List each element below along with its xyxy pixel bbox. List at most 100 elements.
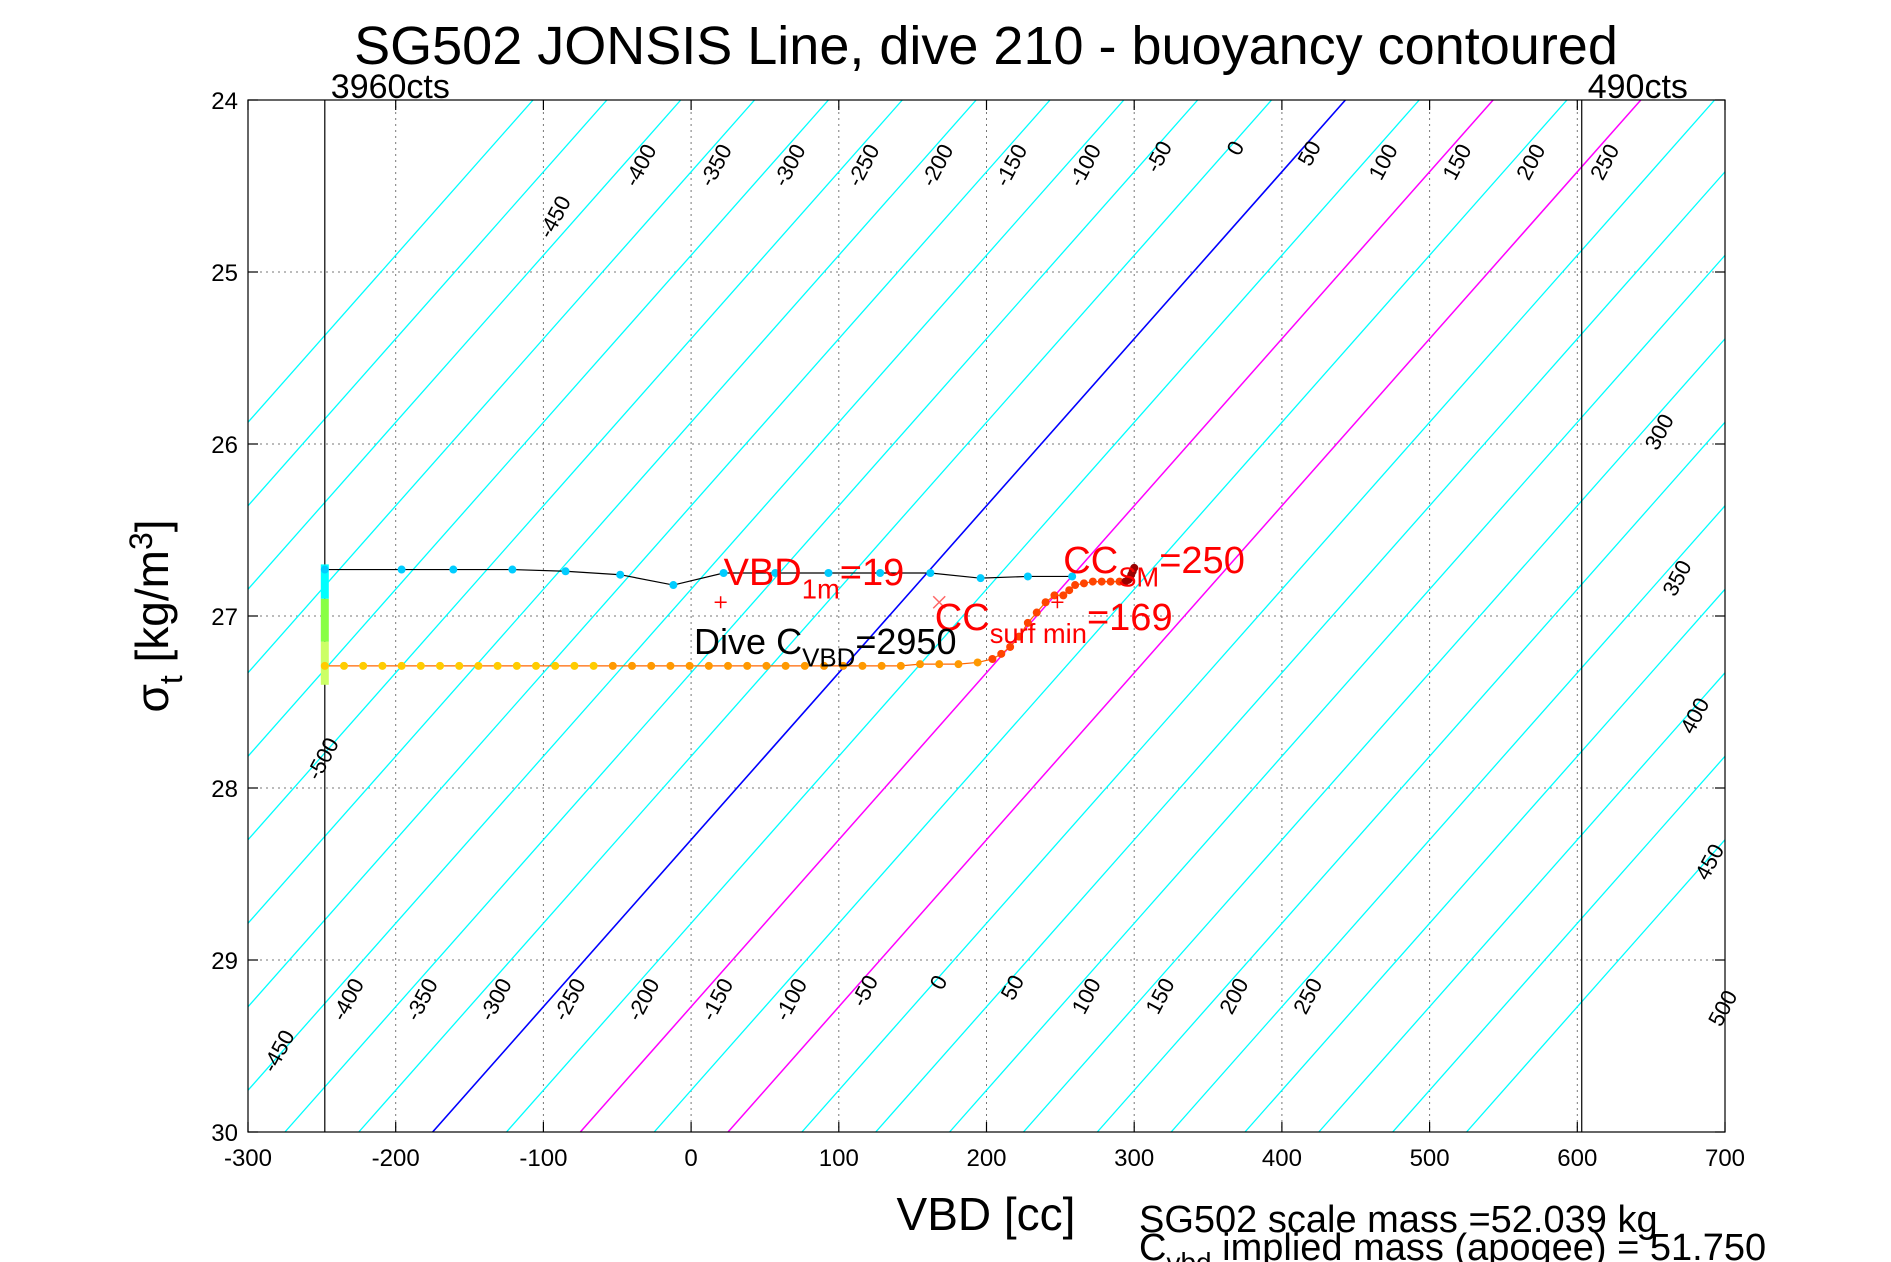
data-point [647,661,656,670]
buoyancy-contour [432,100,1347,1132]
data-point [1115,577,1124,586]
data-point [988,655,997,663]
data-point [1041,598,1050,607]
buoyancy-contour [248,100,977,925]
y-axis-label: σt [kg/m3] [123,519,189,712]
plus-marker [714,596,727,609]
y-tick-label: 28 [211,776,238,803]
data-point [1059,591,1068,600]
implied-mass-note: Cvbd implied mass (apogee) = 51.750 [1139,1227,1766,1262]
chart-title: SG502 JONSIS Line, dive 210 - buoyancy c… [354,16,1618,76]
data-point [976,574,985,583]
y-tick-label: 25 [211,260,238,287]
buoyancy-contour [1392,755,1725,1132]
buoyancy-contour [248,100,1051,1008]
data-point [724,661,733,670]
x-tick-label: 200 [966,1145,1006,1172]
buoyancy-contour [1318,671,1725,1132]
buoyancy-contour [358,100,1273,1132]
data-point [935,660,944,669]
data-point [570,661,579,670]
vbd-1m-annotation: VBD1m=19 [724,552,905,604]
data-series [320,563,1139,685]
x-tick-label: -200 [372,1145,420,1172]
buoyancy-contour [248,100,1125,1092]
buoyancy-contour [801,100,1716,1132]
buoyancy-contour [248,100,903,841]
data-point [781,661,790,670]
data-point [1097,577,1106,586]
data-point [997,649,1006,658]
data-point [397,565,406,574]
data-point [589,661,598,670]
buoyancy-contour [1170,504,1725,1132]
data-point [416,661,425,670]
buoyancy-contour-lines [248,100,1725,1132]
x-tick-label: 400 [1262,1145,1302,1172]
data-point [493,661,502,670]
data-point [1088,577,1097,586]
buoyancy-contour [1022,337,1725,1132]
data-point [508,565,517,574]
x-tick-label: 700 [1705,1145,1745,1172]
buoyancy-contour [653,100,1568,1132]
data-point [1065,586,1074,595]
buoyancy-contour [1096,421,1725,1132]
data-point [877,661,886,670]
data-point [876,569,885,577]
data-point [449,565,458,574]
x-axis-label: VBD [cc] [897,1188,1076,1240]
x-marker [932,595,946,609]
y-tick-label: 29 [211,948,238,975]
axis-ticks: -300 -200 -100 0 100 200 300 400 500 600 700 24 25 26… [211,88,1745,1172]
data-point [532,661,541,670]
x-tick-label: 300 [1114,1145,1154,1172]
y-tick-label: 27 [211,604,238,631]
data-point [954,660,963,669]
data-point [719,569,728,577]
buoyancy-contour [505,100,1420,1132]
x-tick-label: 100 [819,1145,859,1172]
buoyancy-contour [727,100,1642,1132]
data-point [704,661,713,670]
x-tick-label: -300 [224,1145,272,1172]
buoyancy-contour [248,100,608,507]
data-point [666,661,675,670]
data-point [771,569,780,577]
data-point [685,661,694,670]
buoyancy-contour [248,100,534,424]
data-point [1071,581,1080,590]
data-point [1006,642,1015,651]
data-point [608,661,617,670]
x-tick-label: 500 [1410,1145,1450,1172]
buoyancy-contour [284,100,1199,1132]
data-point [320,565,329,574]
svg-text:σt [kg/m3]: σt [kg/m3] [123,519,189,712]
y-tick-label: 26 [211,432,238,459]
data-point [474,661,483,670]
data-point [1023,572,1032,581]
data-point [1068,572,1077,581]
data-point [628,661,637,670]
data-point [616,570,625,579]
data-point [839,661,848,670]
data-point [1106,577,1115,586]
data-point [1050,591,1059,600]
data-point [858,661,867,670]
data-point [926,569,935,577]
data-point [916,660,925,669]
data-point [1079,579,1088,588]
x-tick-label: -100 [519,1145,567,1172]
data-point [340,661,349,670]
data-point [896,661,905,670]
vbd-ladder-marker [320,598,329,642]
buoyancy-contour [248,100,756,674]
buoyancy-contour [248,100,829,758]
data-point [800,661,809,670]
buoyancy-contour [875,170,1725,1132]
y-tick-label: 30 [211,1120,238,1147]
data-point [359,661,368,670]
x-tick-label: 0 [684,1145,697,1172]
cc-sm-annotation: CCSM=250 [1063,540,1245,592]
